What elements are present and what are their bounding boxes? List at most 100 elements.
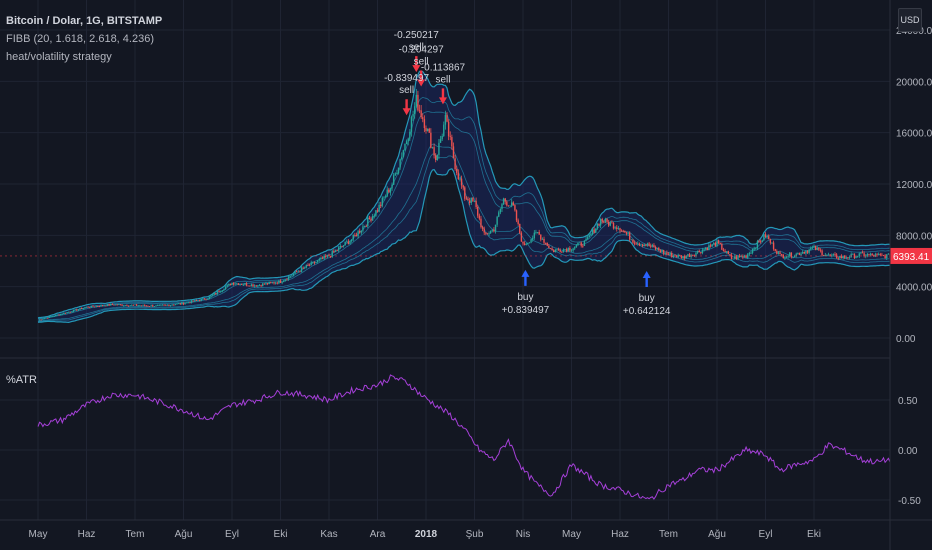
candle-body xyxy=(100,305,102,307)
candle-body xyxy=(224,286,227,290)
candle-body xyxy=(323,255,325,259)
candle-body xyxy=(111,303,114,305)
candle-body xyxy=(265,283,267,285)
candle-body xyxy=(250,284,253,287)
candle-body xyxy=(169,305,172,306)
candle-body xyxy=(570,250,573,252)
candle-body xyxy=(532,237,534,240)
candle-body xyxy=(541,238,544,240)
candle-body xyxy=(834,253,836,255)
candle-body xyxy=(342,245,345,247)
price-tick-label: 16000.00 xyxy=(896,129,932,140)
fib-band-line xyxy=(37,70,891,319)
candle-body xyxy=(329,256,332,257)
candle-body xyxy=(735,256,738,260)
candle-body xyxy=(839,256,841,259)
candle-body xyxy=(93,306,96,308)
candle-body xyxy=(774,248,776,251)
candle-body xyxy=(179,303,181,305)
candle-body xyxy=(732,258,734,260)
atr-series xyxy=(37,374,891,500)
candle-body xyxy=(632,239,634,243)
candle-body xyxy=(195,300,198,301)
symbol-title[interactable]: Bitcoin / Dolar, 1G, BITSTAMP xyxy=(6,15,163,27)
candle-body xyxy=(436,154,439,161)
candle-body xyxy=(465,198,468,200)
candle-body xyxy=(446,114,448,122)
candle-body xyxy=(287,276,290,280)
candle-body xyxy=(454,158,456,170)
time-tick-label: May xyxy=(29,529,48,540)
candle-body xyxy=(258,285,261,286)
candle-body xyxy=(181,302,183,305)
candle-body xyxy=(717,240,720,244)
candle-body xyxy=(58,314,60,316)
candle-body xyxy=(627,232,629,234)
candle-body xyxy=(528,242,531,244)
candle-body xyxy=(747,254,749,258)
candle-body xyxy=(268,281,270,285)
candle-body xyxy=(237,283,240,285)
candle-body xyxy=(519,223,521,234)
fib-band-line xyxy=(37,96,891,319)
candle-body xyxy=(606,218,608,222)
candle-body xyxy=(611,222,613,224)
candle-body xyxy=(763,234,765,241)
candle-body xyxy=(308,265,311,266)
candle-body xyxy=(730,254,733,259)
candle-body xyxy=(274,282,277,284)
candle-body xyxy=(640,244,642,246)
signal-value: -0.839497 xyxy=(384,73,429,84)
candle-body xyxy=(734,256,736,259)
time-tick-label: Haz xyxy=(611,529,629,540)
candle-body xyxy=(420,110,422,118)
candle-body xyxy=(590,234,592,236)
candle-body xyxy=(829,254,831,256)
candle-body xyxy=(354,234,356,236)
strategy-label[interactable]: heat/volatility strategy xyxy=(6,51,112,63)
candle-body xyxy=(255,285,257,287)
candle-body xyxy=(430,132,432,148)
candle-body xyxy=(554,249,557,253)
candle-body xyxy=(410,116,413,132)
candle-body xyxy=(373,215,375,217)
currency-badge[interactable]: USD xyxy=(898,8,922,32)
candle-body xyxy=(831,254,833,256)
candle-body xyxy=(121,304,123,306)
candle-body xyxy=(297,271,299,273)
candle-body xyxy=(789,252,791,257)
sell-arrow-icon xyxy=(412,56,421,73)
candle-body xyxy=(729,254,731,255)
atr-pane-title[interactable]: %ATR xyxy=(6,374,37,386)
time-tick-label: Ara xyxy=(370,529,386,540)
candle-body xyxy=(860,252,862,254)
candle-body xyxy=(64,312,67,314)
candle-body xyxy=(790,252,793,258)
candle-body xyxy=(481,227,484,229)
time-tick-label: 2018 xyxy=(415,529,438,540)
time-tick-label: Nis xyxy=(516,529,530,540)
candle-body xyxy=(341,245,343,247)
band-fill xyxy=(38,71,890,323)
candle-body xyxy=(177,303,180,305)
candle-body xyxy=(504,198,506,202)
candle-body xyxy=(236,283,238,285)
candle-body xyxy=(543,238,545,243)
candle-body xyxy=(189,302,191,304)
candle-body xyxy=(144,304,146,306)
candle-body xyxy=(496,216,498,225)
candle-body xyxy=(147,305,149,307)
indicator-label[interactable]: FIBB (20, 1.618, 2.618, 4.236) xyxy=(6,33,154,45)
candle-body xyxy=(810,248,812,250)
candle-body xyxy=(328,255,330,257)
candle-body xyxy=(326,255,329,257)
price-candles xyxy=(38,88,891,321)
candle-body xyxy=(680,255,683,259)
signal-label: sell xyxy=(409,42,424,53)
candle-body xyxy=(771,242,773,244)
candle-body xyxy=(743,255,746,258)
candle-body xyxy=(310,262,312,266)
candle-body xyxy=(263,283,266,285)
candle-body xyxy=(349,241,351,245)
